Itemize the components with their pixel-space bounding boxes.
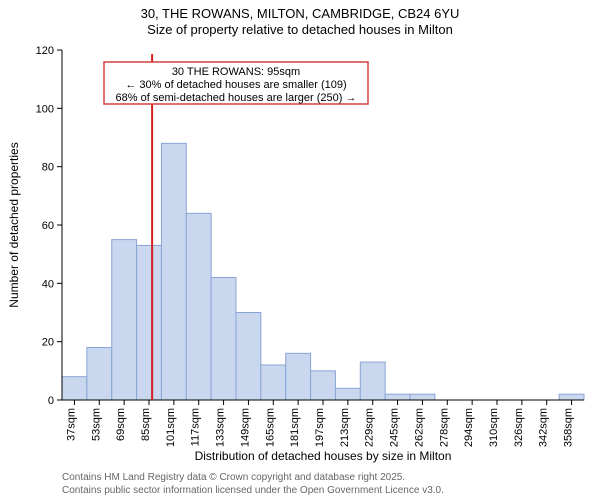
histogram-bar xyxy=(335,388,360,400)
x-tick-label: 149sqm xyxy=(239,408,251,447)
chart-title-line1: 30, THE ROWANS, MILTON, CAMBRIDGE, CB24 … xyxy=(141,6,460,21)
x-tick-label: 197sqm xyxy=(314,408,326,447)
histogram-bar xyxy=(87,348,112,401)
x-tick-label: 69sqm xyxy=(115,408,127,441)
histogram-bar xyxy=(385,394,410,400)
x-tick-label: 101sqm xyxy=(165,408,177,447)
footer-line1: Contains HM Land Registry data © Crown c… xyxy=(62,472,405,483)
histogram-bar xyxy=(137,245,162,400)
histogram-chart: 30, THE ROWANS, MILTON, CAMBRIDGE, CB24 … xyxy=(0,0,600,500)
x-tick-label: 342sqm xyxy=(538,408,550,447)
x-tick-label: 181sqm xyxy=(289,408,301,447)
y-tick-label: 80 xyxy=(42,162,54,174)
x-tick-label: 294sqm xyxy=(463,408,475,447)
histogram-bar xyxy=(360,362,385,400)
histogram-bar xyxy=(112,240,137,400)
x-axis-label: Distribution of detached houses by size … xyxy=(195,449,452,463)
histogram-bar xyxy=(410,394,435,400)
x-tick-label: 229sqm xyxy=(364,408,376,447)
annotation-line: 68% of semi-detached houses are larger (… xyxy=(116,92,357,104)
histogram-bar xyxy=(211,278,236,401)
y-tick-label: 40 xyxy=(42,278,54,290)
annotation-line: ← 30% of detached houses are smaller (10… xyxy=(125,79,346,91)
x-tick-label: 133sqm xyxy=(215,408,227,447)
x-tick-label: 53sqm xyxy=(90,408,102,441)
y-axis-label: Number of detached properties xyxy=(7,142,21,307)
histogram-bar xyxy=(559,394,584,400)
histogram-bar xyxy=(161,143,186,400)
x-tick-label: 37sqm xyxy=(65,408,77,441)
histogram-bar xyxy=(261,365,286,400)
x-tick-label: 310sqm xyxy=(488,408,500,447)
histogram-bar xyxy=(311,371,336,400)
y-tick-label: 20 xyxy=(42,337,54,349)
x-tick-label: 358sqm xyxy=(563,408,575,447)
x-tick-label: 165sqm xyxy=(264,408,276,447)
y-tick-label: 0 xyxy=(48,395,54,407)
x-tick-label: 117sqm xyxy=(190,408,202,446)
annotation-line: 30 THE ROWANS: 95sqm xyxy=(172,66,300,78)
x-tick-label: 262sqm xyxy=(413,408,425,447)
y-tick-label: 100 xyxy=(36,103,54,115)
y-tick-label: 120 xyxy=(36,45,54,57)
histogram-bar xyxy=(236,313,261,401)
histogram-bar xyxy=(186,213,211,400)
x-tick-label: 278sqm xyxy=(438,408,450,447)
histogram-bar xyxy=(286,353,311,400)
x-tick-label: 85sqm xyxy=(140,408,152,441)
histogram-bar xyxy=(62,377,87,400)
x-tick-label: 213sqm xyxy=(339,408,351,447)
x-tick-label: 245sqm xyxy=(389,408,401,447)
chart-title-line2: Size of property relative to detached ho… xyxy=(147,22,453,37)
x-tick-label: 326sqm xyxy=(513,408,525,447)
y-tick-label: 60 xyxy=(42,220,54,232)
footer-line2: Contains public sector information licen… xyxy=(62,485,444,496)
